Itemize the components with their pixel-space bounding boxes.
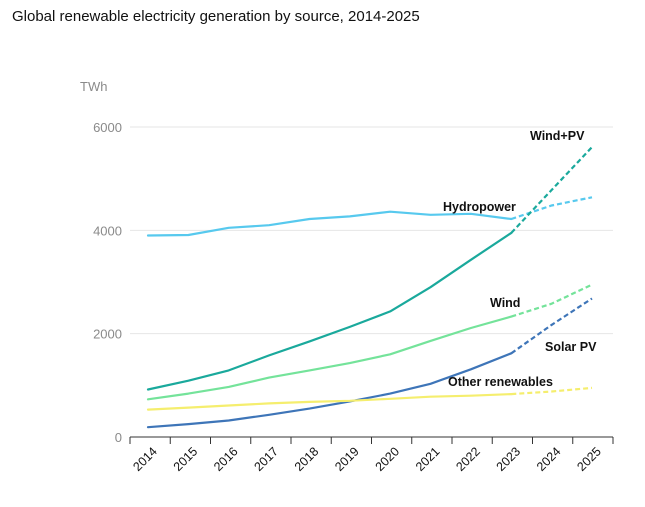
series-line-solar-pv [146,352,513,429]
x-tick-label-2016: 2016 [211,444,241,474]
y-tick-label-6000: 6000 [93,120,122,135]
series-labels: Hydropower Wind+PV Wind Solar PV Other renew… [443,129,597,389]
x-tick-label-2022: 2022 [453,444,483,474]
y-tick-label-2000: 2000 [93,327,122,342]
x-tick-label-2014: 2014 [130,444,160,474]
series-line-other-renewables [146,393,513,411]
y-tick-label-0: 0 [115,430,122,445]
series-forecast-line-hydropower [510,196,593,221]
x-tick-label-2017: 2017 [251,444,281,474]
grid-lines [130,126,613,335]
series-label-hydropower: Hydropower [443,200,516,214]
x-tick-label-2025: 2025 [574,444,604,474]
y-axis-ticks: 0 2000 4000 6000 [93,120,122,445]
x-tick-label-2023: 2023 [494,444,524,474]
x-tick-label-2024: 2024 [534,444,564,474]
x-tick-label-2018: 2018 [292,444,322,474]
chart-title: Global renewable electricity generation … [12,8,420,25]
x-tick-label-2019: 2019 [332,444,362,474]
x-tick-label-2021: 2021 [413,444,443,474]
y-tick-label-4000: 4000 [93,223,122,238]
series-line-wind [146,315,513,401]
x-axis: 2014 2015 2016 2017 2018 2019 2020 2021 2022 2023… [129,436,614,474]
series-label-wind-pv: Wind+PV [530,129,585,143]
series-line-hydropower [146,210,513,237]
y-axis-unit-label: TWh [80,79,107,94]
series-line-wind-pv [146,231,513,391]
series-label-wind: Wind [490,296,520,310]
series-lines [146,146,593,429]
series-label-other-renewables: Other renewables [448,375,553,389]
series-label-solar-pv: Solar PV [545,340,597,354]
x-tick-label-2020: 2020 [373,444,403,474]
series-forecast-line-wind [510,283,593,318]
x-tick-label-2015: 2015 [171,444,201,474]
series-forecast-line-wind-pv [510,146,593,234]
series-forecast-line-other-renewables [511,386,593,396]
series-forecast-line-solar-pv [510,297,593,355]
